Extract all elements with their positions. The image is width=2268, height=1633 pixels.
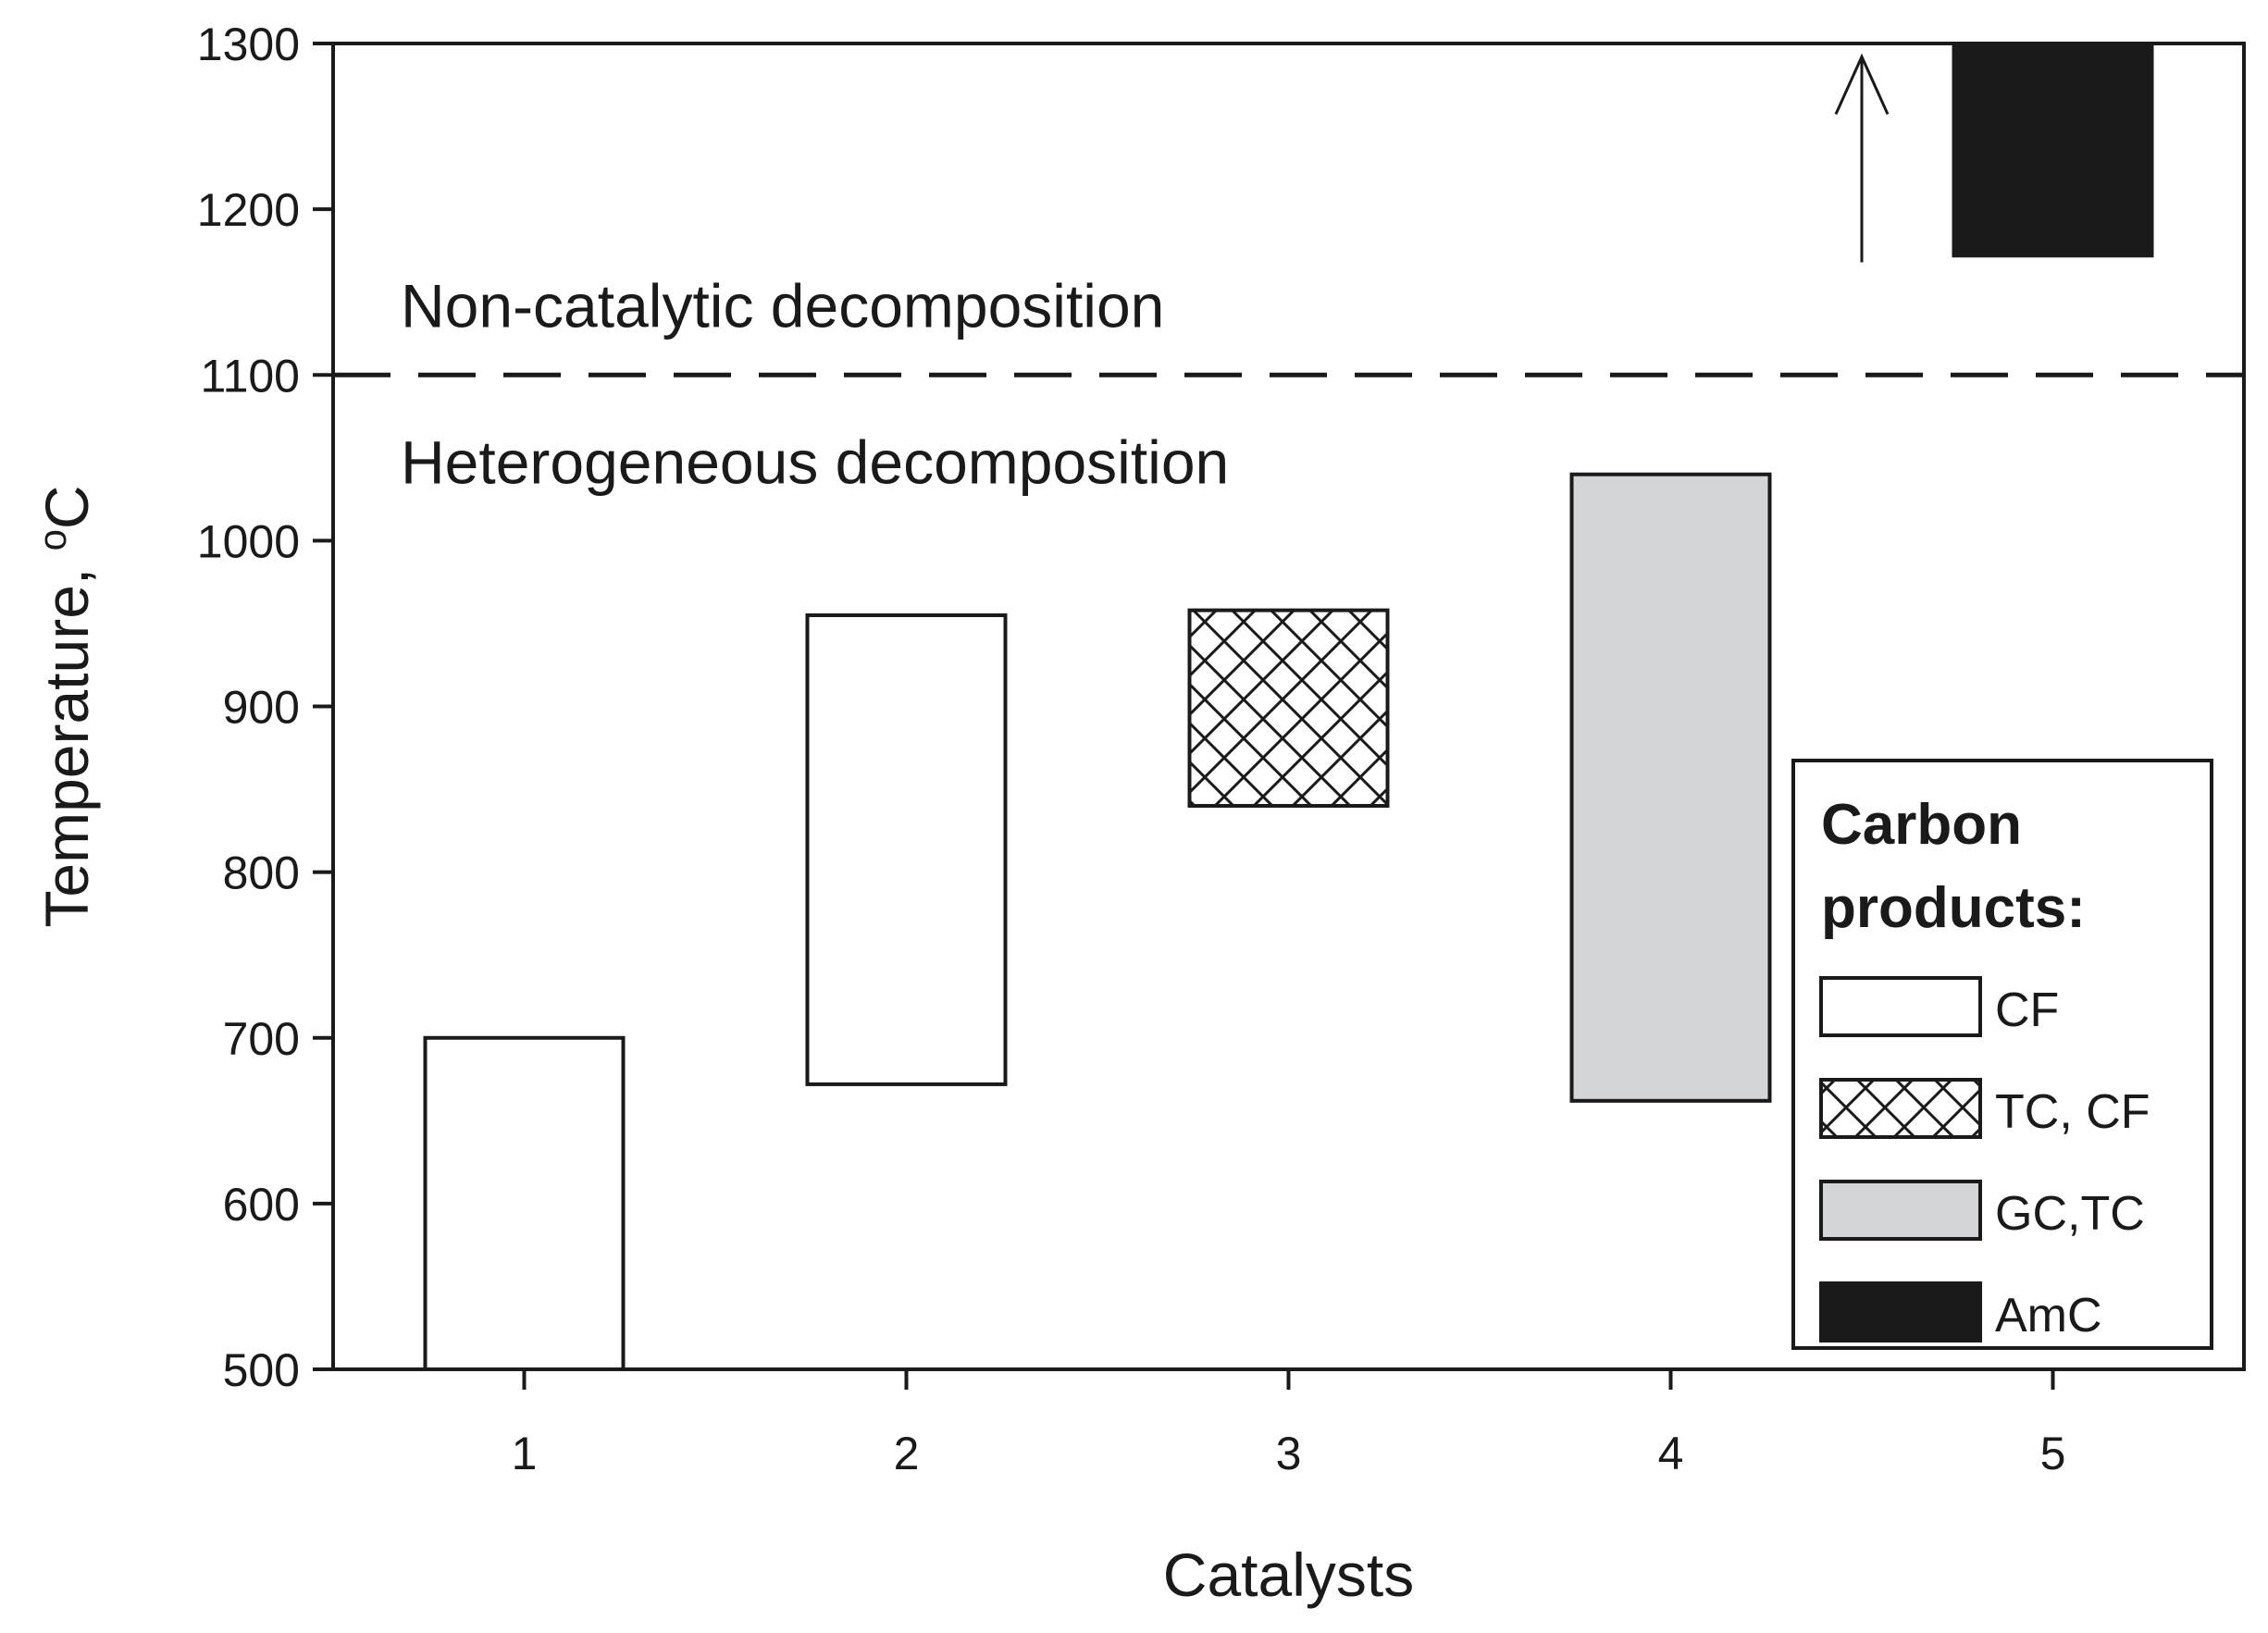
y-tick-label: 500 <box>223 1344 300 1396</box>
bar-catalyst-2 <box>805 612 1008 1086</box>
bar-catalyst-4 <box>1569 472 1772 1103</box>
y-axis-title-superscript: o <box>31 529 74 551</box>
y-axis: 500 600 700 800 900 1000 1100 1200 1300 <box>197 19 333 1396</box>
legend: Carbon products: CF TC, CF GC,TC AmC <box>1791 759 2213 1350</box>
legend-swatch-gray <box>1819 1180 1982 1241</box>
legend-label: TC, CF <box>1995 1085 2150 1139</box>
y-tick-label: 1000 <box>197 515 300 567</box>
x-tick-label: 2 <box>894 1428 920 1479</box>
y-axis-title-main: Temperature, <box>32 551 101 927</box>
legend-box <box>1791 759 2213 1350</box>
legend-swatch-crosshatch <box>1819 1078 1982 1139</box>
x-tick-label: 5 <box>2040 1428 2066 1479</box>
y-tick-label: 1300 <box>197 19 300 70</box>
legend-swatch-white <box>1819 976 1982 1037</box>
bars-layer <box>423 42 2154 1371</box>
y-tick-label: 900 <box>223 682 300 734</box>
y-tick-label: 700 <box>223 1013 300 1065</box>
y-axis-title-unit: C <box>32 485 101 529</box>
legend-title-line-2: products: <box>1821 876 2086 940</box>
annotations-layer <box>333 53 2244 377</box>
legend-label: CF <box>1995 984 2059 1037</box>
y-tick-label: 600 <box>223 1179 300 1231</box>
arrow-head <box>1834 53 1890 115</box>
legend-items: CF TC, CF GC,TC AmC <box>1819 976 2150 1342</box>
bar-catalyst-1 <box>423 1035 626 1371</box>
legend-label: AmC <box>1995 1289 2102 1342</box>
x-tick-label: 4 <box>1658 1428 1684 1479</box>
x-axis: 1 2 3 4 5 <box>512 1369 2066 1479</box>
y-tick-label: 1100 <box>200 350 300 402</box>
legend-title-line-1: Carbon <box>1821 793 2022 857</box>
bar-catalyst-3 <box>1187 608 1390 808</box>
x-tick-label: 1 <box>512 1428 538 1479</box>
legend-swatch-black <box>1819 1281 1982 1342</box>
y-axis-title: Temperature, oC <box>31 485 101 927</box>
bar-catalyst-5 <box>1952 42 2154 258</box>
x-axis-title: Catalysts <box>1163 1540 1414 1609</box>
legend-label: GC,TC <box>1995 1187 2145 1241</box>
region-label-heterogeneous: Heterogeneous decomposition <box>401 427 1229 496</box>
y-tick-label: 1200 <box>197 184 300 236</box>
x-tick-label: 3 <box>1276 1428 1302 1479</box>
y-tick-label: 800 <box>223 847 300 899</box>
region-label-non-catalytic: Non-catalytic decomposition <box>401 271 1164 340</box>
